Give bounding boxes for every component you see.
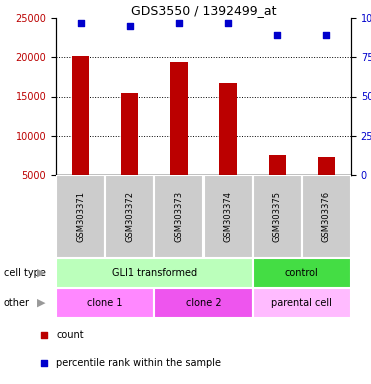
- Bar: [56, 288, 154, 318]
- Point: [225, 20, 231, 26]
- Bar: [220, 83, 237, 175]
- Text: control: control: [285, 268, 319, 278]
- Text: cell type: cell type: [4, 268, 46, 278]
- Text: percentile rank within the sample: percentile rank within the sample: [56, 358, 221, 368]
- Text: other: other: [4, 298, 30, 308]
- Text: clone 2: clone 2: [186, 298, 221, 308]
- Text: ▶: ▶: [37, 268, 45, 278]
- Point: [274, 32, 280, 38]
- Bar: [154, 175, 204, 258]
- Bar: [269, 155, 286, 175]
- Bar: [105, 175, 154, 258]
- Bar: [56, 175, 105, 258]
- Bar: [204, 175, 253, 258]
- Text: GSM303375: GSM303375: [273, 191, 282, 242]
- Bar: [72, 56, 89, 175]
- Text: GSM303371: GSM303371: [76, 191, 85, 242]
- Bar: [121, 93, 138, 175]
- Bar: [302, 175, 351, 258]
- Text: parental cell: parental cell: [272, 298, 332, 308]
- Text: GSM303374: GSM303374: [224, 191, 233, 242]
- Point: [127, 23, 133, 29]
- Text: GLI1 transformed: GLI1 transformed: [112, 268, 197, 278]
- Bar: [154, 288, 253, 318]
- Text: GSM303372: GSM303372: [125, 191, 134, 242]
- Point: [324, 32, 329, 38]
- Text: count: count: [56, 330, 84, 340]
- Title: GDS3550 / 1392499_at: GDS3550 / 1392499_at: [131, 4, 276, 17]
- Text: clone 1: clone 1: [88, 298, 123, 308]
- Point: [78, 20, 83, 26]
- Bar: [253, 258, 351, 288]
- Text: GSM303376: GSM303376: [322, 191, 331, 242]
- Bar: [170, 62, 187, 175]
- Point: [41, 360, 47, 366]
- Bar: [56, 258, 253, 288]
- Text: ▶: ▶: [37, 298, 45, 308]
- Bar: [253, 175, 302, 258]
- Point: [176, 20, 182, 26]
- Point: [41, 332, 47, 338]
- Text: GSM303373: GSM303373: [174, 191, 183, 242]
- Bar: [253, 288, 351, 318]
- Bar: [318, 157, 335, 175]
